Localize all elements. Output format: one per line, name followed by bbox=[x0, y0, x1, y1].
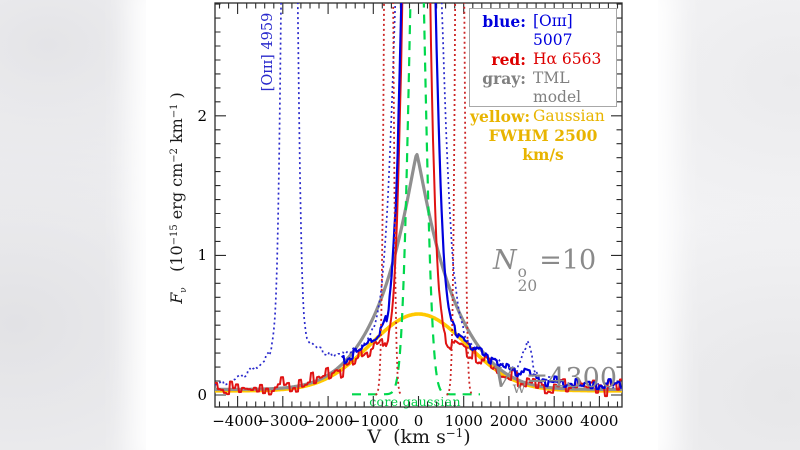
x-tick-label: 4000 bbox=[580, 412, 619, 430]
legend-row: gray: TML model bbox=[470, 69, 616, 107]
x-tick-label: 0 bbox=[413, 412, 424, 430]
legend-color-name: yellow: bbox=[470, 107, 531, 126]
legend-series-label: [Oɪɪɪ] 5007 bbox=[533, 12, 573, 49]
x-tick-label: −3000 bbox=[257, 412, 309, 430]
y-tick-label: 0 bbox=[197, 386, 207, 404]
legend-color-name: blue: bbox=[482, 12, 526, 31]
x-tick-label: −4000 bbox=[212, 412, 263, 430]
legend-series-label: Gaussian bbox=[533, 107, 605, 125]
legend-row: yellow: Gaussian bbox=[470, 107, 616, 126]
x-tick-label: −1000 bbox=[347, 412, 399, 430]
legend-fwhm-line: FWHM 2500 km/s bbox=[488, 126, 598, 164]
legend-series-label: Hα 6563 bbox=[533, 50, 602, 68]
series-oiii-5007-scaled bbox=[341, 3, 622, 391]
vw-parameter: Vw=4300 bbox=[493, 362, 618, 398]
x-tick-label: 3000 bbox=[535, 412, 574, 430]
legend-row: blue: [Oɪɪɪ] 5007 bbox=[470, 12, 616, 50]
x-tick-label: 1000 bbox=[444, 412, 483, 430]
legend-box: blue: [Oɪɪɪ] 5007 red: Hα 6563 gray: TML mode… bbox=[469, 8, 617, 164]
legend-row: red: Hα 6563 bbox=[470, 50, 616, 69]
series-halpha-6563 bbox=[215, 3, 622, 398]
legend-series-label: TML model bbox=[533, 69, 582, 106]
legend-color-name: gray: bbox=[482, 69, 526, 88]
legend-color-name: red: bbox=[491, 50, 526, 69]
y-axis-title: Fν (10−15 erg cm−2 km−1 ) bbox=[167, 92, 189, 304]
y-tick-label: 2 bbox=[197, 106, 207, 125]
y-tick-label: 1 bbox=[197, 246, 207, 265]
oiii-4959-line-label: [Oɪɪɪ] 4959 bbox=[260, 12, 276, 92]
series-nii-6548 bbox=[375, 3, 403, 396]
x-axis-title: V (km s−1) bbox=[367, 426, 471, 448]
x-tick-label: −2000 bbox=[302, 412, 354, 430]
series-core-gaussian bbox=[351, 3, 481, 396]
x-tick-label: 2000 bbox=[489, 412, 529, 430]
